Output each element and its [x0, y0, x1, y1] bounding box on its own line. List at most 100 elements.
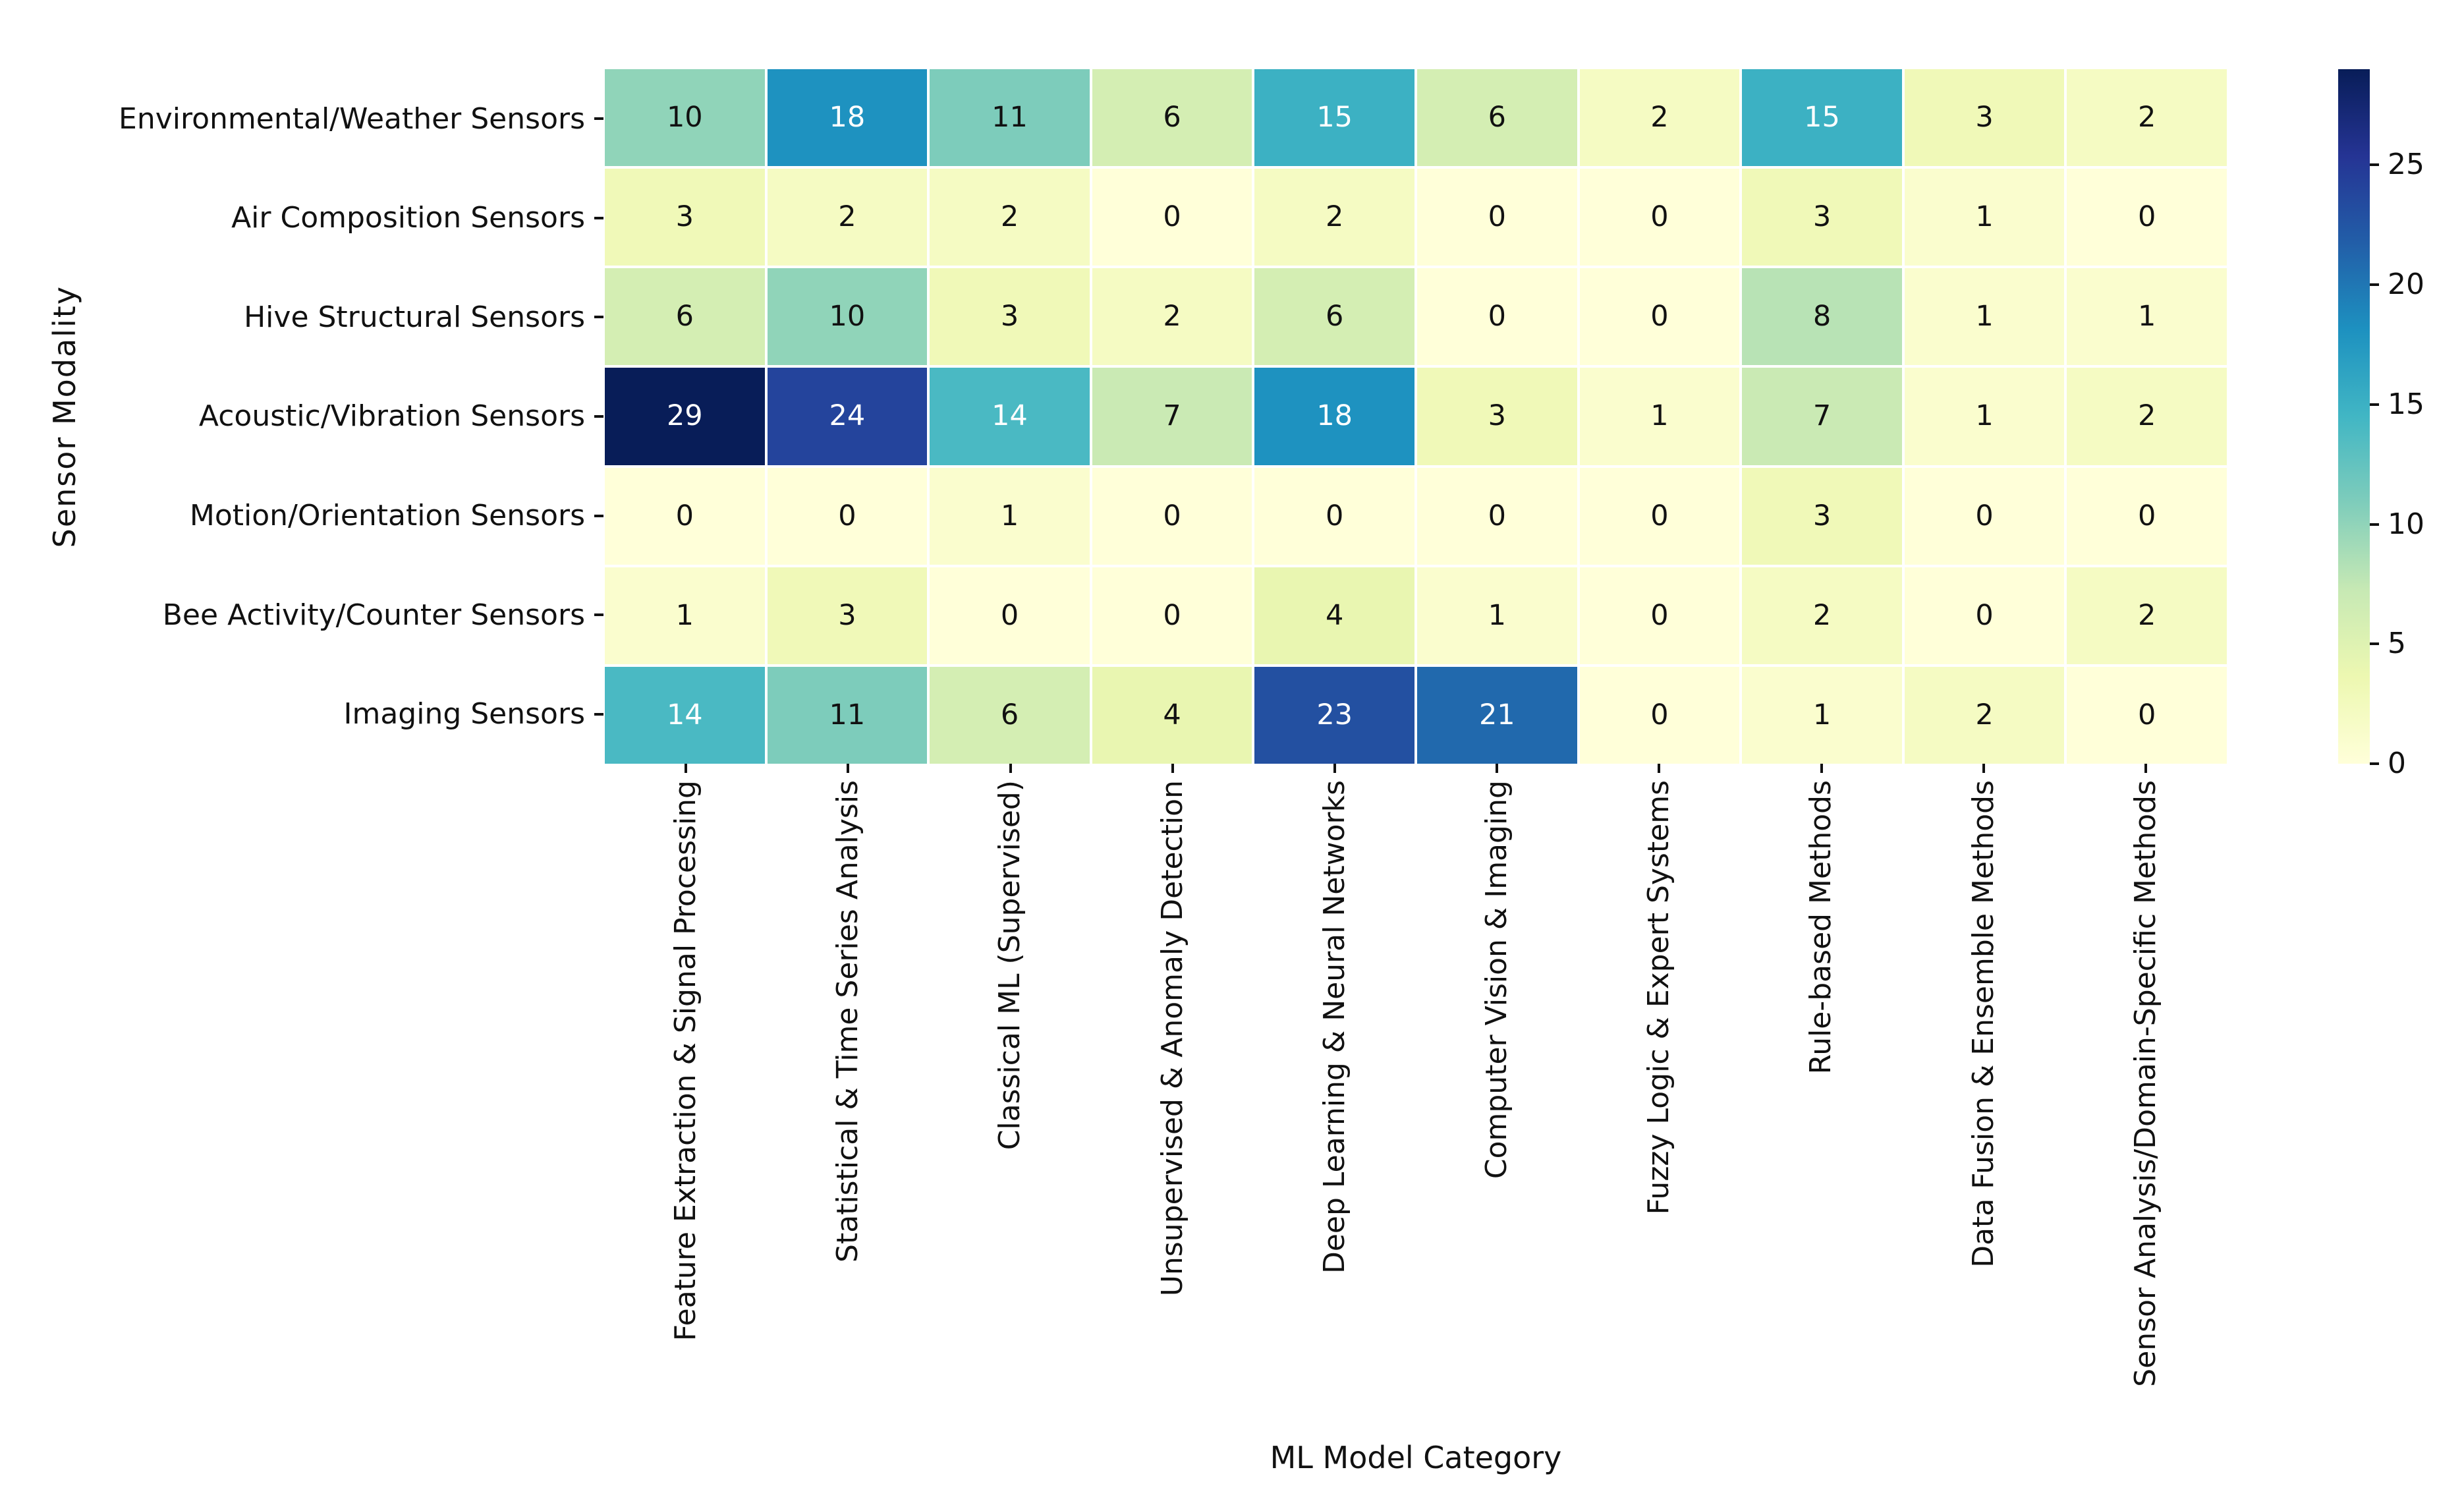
heatmap-cell: 1 — [1904, 169, 2065, 266]
heatmap-cell: 0 — [1579, 268, 1740, 366]
colorbar-tick-label: 10 — [2388, 507, 2424, 541]
heatmap-grid: 10 18 11 6 15 6 2 15 3 2 3 2 2 0 2 0 0 3 1 0 6 10 3 2 6 0 0 8 1 1 29 24… — [605, 69, 2227, 764]
heatmap-cell: 6 — [1092, 69, 1252, 167]
column-label-holder: Rule-based Methods — [1740, 780, 1902, 1439]
heatmap-cell: 0 — [1904, 567, 2065, 664]
x-tick-mark — [847, 764, 850, 773]
heatmap-cell: 0 — [2067, 467, 2227, 565]
heatmap-cell: 4 — [1254, 567, 1414, 664]
column-label: Sensor Analysis/Domain-Specific Methods — [2128, 780, 2162, 1387]
heatmap-cell: 0 — [1092, 467, 1252, 565]
heatmap-cell: 15 — [1742, 69, 1902, 167]
heatmap-cell: 3 — [1742, 467, 1902, 565]
heatmap-cell: 1 — [1904, 268, 2065, 366]
row-label: Air Composition Sensors — [231, 201, 585, 235]
heatmap-cell: 0 — [1417, 268, 1577, 366]
y-tick-mark — [594, 117, 603, 121]
heatmap-cell: 0 — [605, 467, 765, 565]
y-tick-mark — [594, 712, 603, 716]
column-label: Rule-based Methods — [1804, 780, 1838, 1075]
row-label: Hive Structural Sensors — [244, 300, 585, 334]
heatmap-cell: 3 — [1742, 169, 1902, 266]
heatmap-cell: 0 — [1092, 169, 1252, 266]
heatmap-cell: 6 — [1417, 69, 1577, 167]
x-tick-mark — [1982, 764, 1985, 773]
heatmap-cell: 7 — [1742, 368, 1902, 465]
column-label-holder: Data Fusion & Ensemble Methods — [1903, 780, 2065, 1439]
colorbar-gradient — [2338, 69, 2370, 764]
column-label: Data Fusion & Ensemble Methods — [1966, 780, 2000, 1268]
heatmap-cell: 10 — [767, 268, 928, 366]
heatmap-cell: 0 — [1904, 467, 2065, 565]
colorbar-tick-label: 0 — [2388, 747, 2406, 780]
heatmap-cell: 0 — [1579, 169, 1740, 266]
column-label-holder: Sensor Analysis/Domain-Specific Methods — [2065, 780, 2227, 1439]
heatmap-cell: 0 — [1579, 666, 1740, 764]
x-tick-mark — [1333, 764, 1336, 773]
column-label-holder: Unsupervised & Anomaly Detection — [1092, 780, 1254, 1439]
heatmap-cell: 0 — [930, 567, 1090, 664]
heatmap-cell: 2 — [1254, 169, 1414, 266]
y-tick-mark — [594, 415, 603, 418]
row-label: Imaging Sensors — [343, 697, 585, 731]
colorbar-tick-mark — [2370, 523, 2379, 526]
x-tick-mark — [2144, 764, 2147, 773]
heatmap-cell: 21 — [1417, 666, 1577, 764]
heatmap-cell: 3 — [767, 567, 928, 664]
heatmap-cell: 2 — [2067, 69, 2227, 167]
heatmap-cell: 1 — [2067, 268, 2227, 366]
heatmap-cell: 2 — [1092, 268, 1252, 366]
heatmap-cell: 2 — [930, 169, 1090, 266]
column-label: Classical ML (Supervised) — [993, 780, 1027, 1151]
column-label: Feature Extraction & Signal Processing — [669, 780, 703, 1342]
column-label-holder: Statistical & Time Series Analysis — [767, 780, 929, 1439]
heatmap-cell: 6 — [930, 666, 1090, 764]
x-tick-mark — [685, 764, 688, 773]
column-label-holder: Feature Extraction & Signal Processing — [605, 780, 767, 1439]
y-tick-mark — [594, 514, 603, 517]
heatmap-cell: 0 — [767, 467, 928, 565]
heatmap-cell: 29 — [605, 368, 765, 465]
column-label-holder: Computer Vision & Imaging — [1416, 780, 1578, 1439]
row-label: Acoustic/Vibration Sensors — [198, 399, 585, 434]
heatmap-cell: 0 — [1254, 467, 1414, 565]
heatmap-cell: 4 — [1092, 666, 1252, 764]
colorbar-tick-mark — [2370, 403, 2379, 406]
row-label: Environmental/Weather Sensors — [119, 101, 585, 136]
y-tick-mark — [594, 216, 603, 219]
heatmap-cell: 1 — [1904, 368, 2065, 465]
column-label-holder: Classical ML (Supervised) — [929, 780, 1091, 1439]
heatmap-cell: 0 — [1417, 169, 1577, 266]
x-axis-title: ML Model Category — [1270, 1440, 1562, 1475]
heatmap-cell: 0 — [1579, 467, 1740, 565]
heatmap-cell: 18 — [1254, 368, 1414, 465]
heatmap-cell: 3 — [1417, 368, 1577, 465]
column-label: Deep Learning & Neural Networks — [1317, 780, 1351, 1274]
heatmap-cell: 1 — [1742, 666, 1902, 764]
column-label-holder: Deep Learning & Neural Networks — [1254, 780, 1416, 1439]
colorbar-tick-label: 5 — [2388, 627, 2406, 661]
colorbar-tick-label: 20 — [2388, 268, 2424, 302]
heatmap-cell: 2 — [2067, 567, 2227, 664]
heatmap-cell: 0 — [1092, 567, 1252, 664]
heatmap-cell: 1 — [1417, 567, 1577, 664]
heatmap-cell: 11 — [930, 69, 1090, 167]
heatmap-cell: 10 — [605, 69, 765, 167]
colorbar-tick-label: 15 — [2388, 387, 2424, 421]
heatmap-cell: 6 — [1254, 268, 1414, 366]
colorbar-tick-mark — [2370, 163, 2379, 167]
heatmap-cell: 3 — [1904, 69, 2065, 167]
heatmap-cell: 1 — [930, 467, 1090, 565]
heatmap-cell: 1 — [605, 567, 765, 664]
heatmap-cell: 0 — [1579, 567, 1740, 664]
heatmap-cell: 15 — [1254, 69, 1414, 167]
column-label: Fuzzy Logic & Expert Systems — [1642, 780, 1676, 1215]
heatmap-cell: 7 — [1092, 368, 1252, 465]
heatmap-cell: 23 — [1254, 666, 1414, 764]
colorbar-tick-mark — [2370, 762, 2379, 765]
y-tick-mark — [594, 613, 603, 617]
heatmap-cell: 2 — [1904, 666, 2065, 764]
heatmap-cell: 3 — [930, 268, 1090, 366]
heatmap-cell: 2 — [1742, 567, 1902, 664]
